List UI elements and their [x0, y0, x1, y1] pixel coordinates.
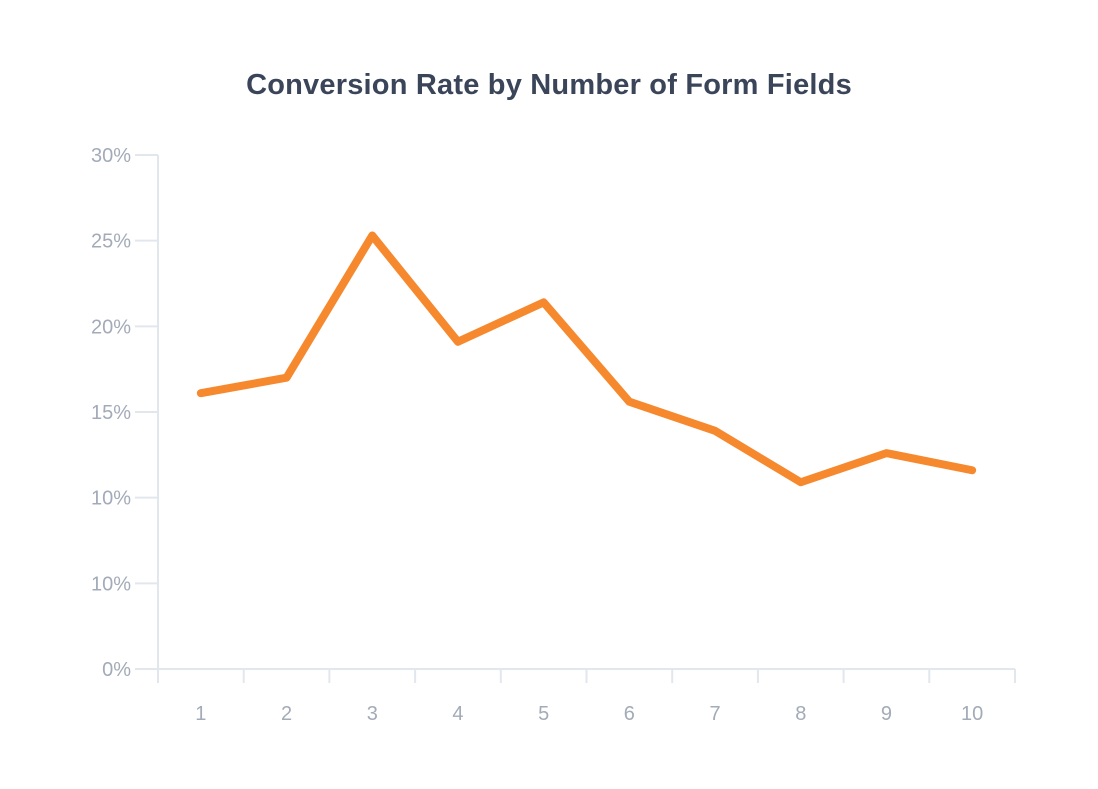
x-axis-tick-label: 5 — [538, 703, 549, 725]
y-axis-tick-label: 15% — [91, 402, 131, 424]
y-axis-tick-label: 25% — [91, 231, 131, 253]
chart-title: Conversion Rate by Number of Form Fields — [246, 69, 852, 101]
line-series-conversion-rate — [196, 231, 977, 487]
x-axis-tick-label: 3 — [367, 703, 378, 725]
y-axis-tick-label: 0% — [102, 659, 131, 681]
x-axis-tick-label: 1 — [195, 703, 206, 725]
x-axis-tick-label: 4 — [452, 703, 463, 725]
x-axis-tick-label: 7 — [709, 703, 720, 725]
x-axis-tick-label: 9 — [881, 703, 892, 725]
y-axis-tick-label: 20% — [91, 316, 131, 338]
x-axis-tick-label: 6 — [624, 703, 635, 725]
y-axis-tick-label: 30% — [91, 145, 131, 167]
x-axis-tick-label: 8 — [795, 703, 806, 725]
x-axis-tick-label: 10 — [961, 703, 983, 725]
x-axis-tick-label: 2 — [281, 703, 292, 725]
y-axis-tick-label: 10% — [91, 488, 131, 510]
y-axis-tick-label: 10% — [91, 573, 131, 595]
